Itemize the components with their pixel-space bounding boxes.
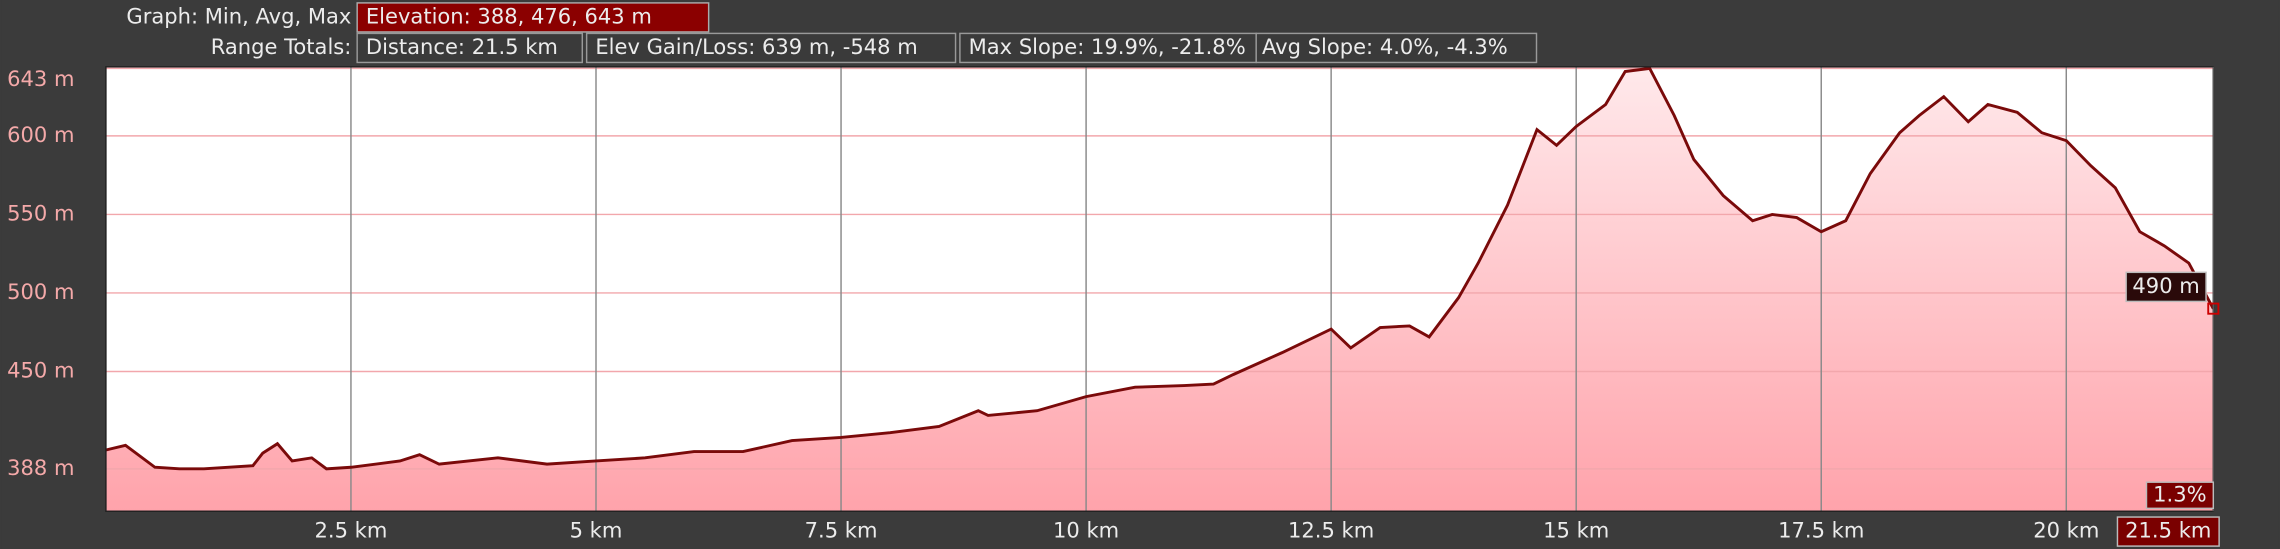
x-tick-label: 10 km	[1053, 518, 1119, 543]
cursor-slope-box	[2145, 481, 2215, 510]
gain-loss: Elev Gain/Loss: 639 m, -548 m	[595, 34, 917, 59]
max-slope: Max Slope: 19.9%, -21.8%	[969, 34, 1246, 59]
x-tick-label: 5 km	[570, 518, 623, 543]
x-tick-label: 12.5 km	[1288, 518, 1374, 543]
range-label: Range Totals:	[211, 34, 352, 59]
x-tick-label: 2.5 km	[315, 518, 388, 543]
graph-label: Graph: Min, Avg, Max	[126, 3, 351, 28]
y-tick-label: 500 m	[7, 279, 74, 304]
cursor-x-label: 21.5 km	[2125, 518, 2211, 543]
elevation-box	[356, 2, 710, 33]
y-tick-label: 550 m	[7, 200, 74, 225]
cursor-y-box	[2125, 271, 2207, 303]
y-tick-label: 450 m	[7, 357, 74, 382]
y-tick-label: 643 m	[7, 66, 74, 91]
area-fill	[105, 68, 2214, 512]
y-tick-label: 388 m	[7, 455, 74, 480]
y-tick-label: 600 m	[7, 122, 74, 147]
max-slope-box	[959, 32, 1257, 64]
cursor-y-label: 490 m	[2132, 273, 2199, 298]
cursor-x-box	[2116, 516, 2220, 547]
x-tick-label: 7.5 km	[805, 518, 878, 543]
x-tick-label: 17.5 km	[1778, 518, 1864, 543]
x-tick-label: 20 km	[2033, 518, 2099, 543]
gain-loss-box	[585, 32, 957, 64]
cursor-marker	[2207, 302, 2220, 315]
distance-box	[356, 32, 584, 64]
elevation-stats: Elevation: 388, 476, 643 m	[366, 3, 652, 28]
avg-slope: Avg Slope: 4.0%, -4.3%	[1262, 34, 1508, 59]
cursor-slope-label: 1.3%	[2153, 481, 2206, 506]
distance: Distance: 21.5 km	[366, 34, 558, 59]
elevation-line	[105, 66, 2215, 471]
avg-slope-box	[1255, 32, 1538, 64]
x-tick-label: 15 km	[1543, 518, 1609, 543]
